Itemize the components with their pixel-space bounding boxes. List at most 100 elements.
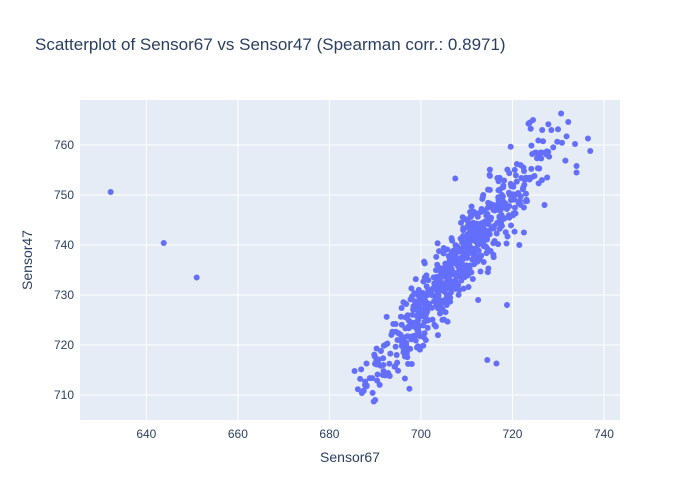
data-point [503,302,510,308]
data-point [453,244,460,251]
y-tick-label: 720 [54,338,74,352]
data-point [584,135,591,142]
data-point [519,186,526,193]
data-point [475,210,482,217]
data-point [414,321,421,328]
data-point [503,240,510,247]
data-point [420,290,427,297]
data-point [534,155,541,162]
data-point [439,286,446,293]
data-point [490,225,497,232]
data-point [507,197,514,204]
data-point [480,258,487,265]
data-point [494,219,501,226]
data-point [362,378,369,385]
data-point [373,361,380,368]
data-point [545,121,552,128]
data-point [442,309,449,316]
data-point [408,285,415,292]
data-point [528,142,535,149]
data-point [587,148,594,154]
data-point [378,347,385,354]
data-point [486,215,492,222]
data-point [540,138,547,145]
data-points [107,110,594,405]
x-tick-label: 720 [502,427,522,441]
data-point [383,313,390,320]
data-point [484,357,491,363]
data-point [433,267,440,274]
data-point [462,246,469,253]
data-point [419,322,426,329]
data-point [471,254,478,261]
data-point [466,265,473,272]
data-point [160,240,167,246]
data-point [452,252,459,259]
data-point [449,237,456,244]
data-point [472,246,479,253]
data-point [415,310,422,317]
data-point [446,265,453,272]
data-point [478,252,485,259]
data-point [558,110,565,117]
data-point [379,371,386,378]
data-point [458,219,465,226]
data-point [373,345,380,352]
data-point [522,198,529,205]
data-point [435,296,442,303]
data-point [421,258,428,265]
plot-area [80,100,620,420]
data-point [572,141,579,148]
x-tick-label: 740 [594,427,614,441]
data-point [457,247,464,254]
data-point [363,360,370,367]
data-point [530,117,537,123]
data-point [482,242,489,249]
data-point [444,283,451,290]
y-tick-label: 740 [54,238,74,252]
data-point [528,174,535,181]
data-point [573,163,580,169]
data-point [408,293,415,300]
data-point [357,375,364,382]
data-point [413,344,420,351]
data-point [380,342,387,349]
data-point [480,222,487,229]
data-point [426,304,433,311]
data-point [497,206,504,213]
data-point [494,201,501,208]
data-point [444,318,451,325]
data-point [415,328,422,335]
data-point [446,260,453,267]
data-point [501,177,508,184]
data-point [386,360,393,367]
tick-labels: 640 660 680 700 720 740 710 720 730 740 750 760 [54,138,614,441]
data-point [404,354,411,361]
data-point [515,200,522,207]
data-point [507,143,514,150]
data-point [430,274,437,281]
data-point [497,186,504,193]
data-point [520,229,527,236]
data-point [486,166,493,173]
data-point [420,305,427,312]
data-point [415,298,422,305]
x-tick-label: 640 [136,427,156,441]
data-point [491,237,498,244]
data-point [562,157,569,164]
data-point [433,302,440,309]
data-point [465,284,472,291]
data-point [395,367,402,374]
data-point [372,397,379,403]
data-point [400,299,407,306]
data-point [434,332,441,339]
data-point [538,177,545,184]
data-point [439,273,446,280]
data-point [450,269,457,276]
data-point [509,212,516,219]
data-point [469,276,476,282]
data-point [494,175,501,182]
data-point [424,324,431,331]
